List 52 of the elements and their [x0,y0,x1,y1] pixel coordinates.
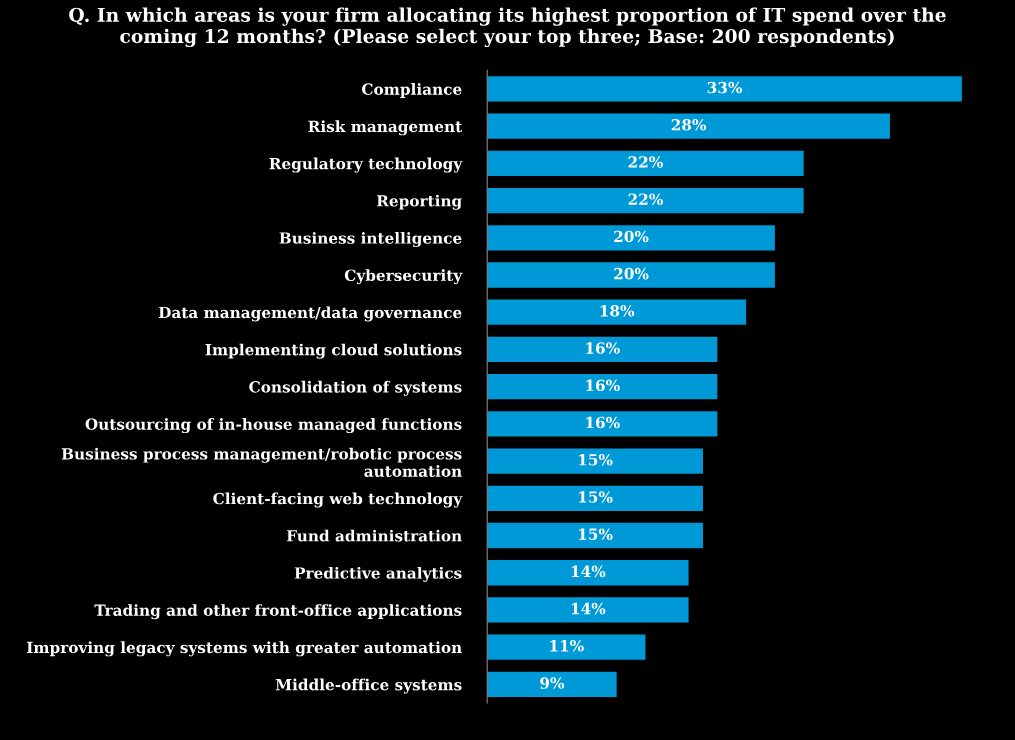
bar [487,76,962,102]
bar [487,560,689,586]
data-label: 22% [628,156,663,168]
chart-title: Q. In which areas is your firm allocating its highest proportion of IT spend over the coming 12 months? (Please select your top three; Base: 200 respondents) [69,7,946,48]
y-tick-label: Middle-office systems [275,678,462,694]
y-tick-label: Outsourcing of in-house managed functions [85,418,462,434]
data-label: 15% [579,491,613,503]
y-tick-label: Data management/data governance [158,306,462,322]
y-tick-label: Predictive analytics [294,566,462,582]
data-label: 18% [600,305,635,317]
y-tick-label: Cybersecurity [344,269,463,285]
data-label: 20% [614,230,649,243]
y-tick-label: Trading and other front-office applications [94,604,462,620]
bar [487,262,775,288]
bar [487,411,718,437]
bar [487,336,718,363]
bar [487,448,703,474]
data-label: 9% [540,677,565,689]
y-tick-label: Implementing cloud solutions [205,343,462,359]
y-tick-label: Risk management [308,120,463,136]
data-label: 20% [614,267,649,280]
y-tick-label: Client-facing web technology [213,492,463,508]
y-tick-label: Fund administration [286,529,462,542]
y-tick-label: Regulatory technology [269,157,463,173]
data-label: 15% [579,528,613,540]
data-label: 28% [671,119,707,131]
bar [487,522,703,549]
y-tick-label: Business process management/robotic process automation [61,447,462,477]
y-tick-label: Improving legacy systems with greater automation [26,641,462,657]
bar [487,597,689,623]
bar [487,225,775,251]
bar [487,485,703,511]
data-label: 15% [579,453,613,466]
y-tick-label: Consolidation of systems [249,380,462,396]
data-label: 16% [586,416,620,429]
y-tick-label: Business intelligence [279,231,462,247]
bar [487,299,747,325]
bar [487,671,617,698]
y-tick-label: Reporting [376,194,462,210]
data-label: 22% [628,193,663,205]
bar [487,113,890,139]
y-tick-label: Compliance [362,83,462,98]
data-label: 14% [571,565,606,578]
bar [487,187,804,214]
data-label: 16% [586,342,620,354]
bar [487,374,718,400]
data-label: 11% [550,640,584,652]
bar [487,634,646,660]
bar [487,150,804,176]
data-label: 33% [707,81,743,94]
data-label: 16% [586,379,620,392]
data-label: 14% [571,602,606,615]
